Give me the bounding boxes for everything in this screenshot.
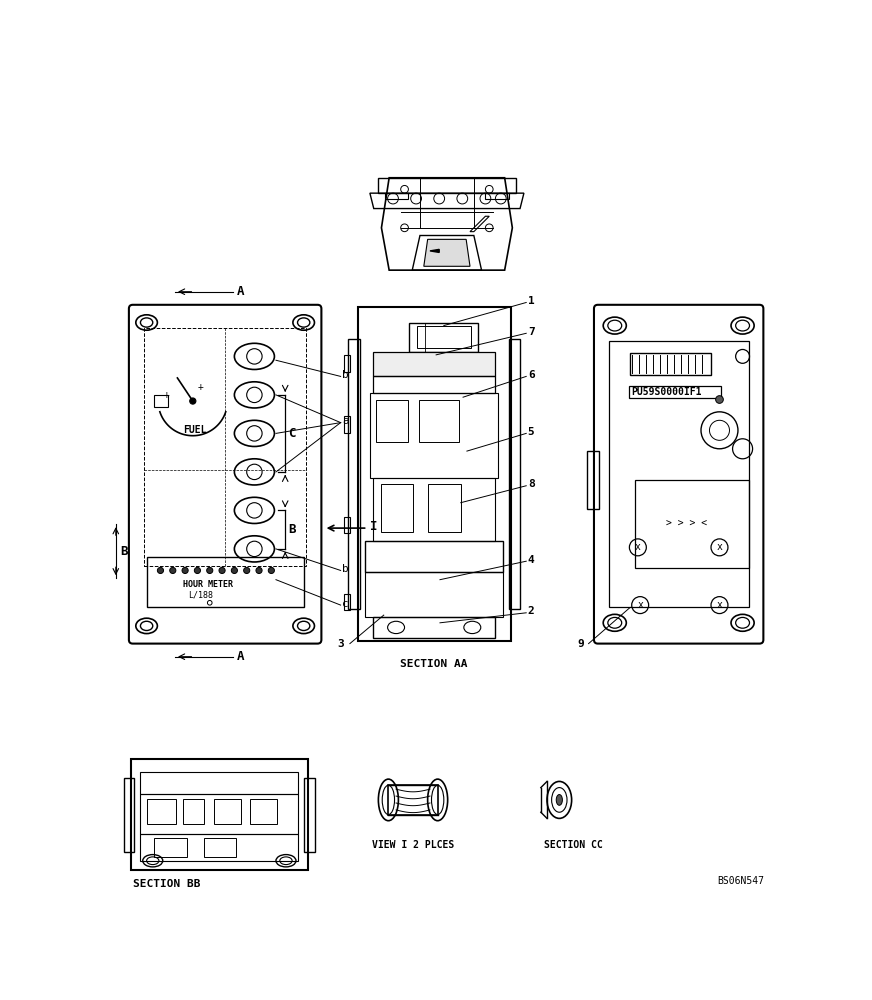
Bar xyxy=(373,478,495,541)
Bar xyxy=(385,193,408,199)
Text: B: B xyxy=(120,545,128,558)
Polygon shape xyxy=(430,249,439,252)
Text: VIEW I 2 PLCES: VIEW I 2 PLCES xyxy=(371,840,454,850)
Bar xyxy=(373,617,495,638)
Bar xyxy=(344,594,350,610)
Bar xyxy=(124,778,134,852)
Bar xyxy=(376,400,408,442)
Bar xyxy=(417,326,471,348)
Bar xyxy=(365,572,503,617)
Bar xyxy=(635,480,749,568)
Bar xyxy=(381,484,413,532)
Bar xyxy=(304,778,316,852)
Ellipse shape xyxy=(556,795,562,805)
Bar xyxy=(409,323,479,352)
Text: A: A xyxy=(236,285,244,298)
Bar xyxy=(373,352,495,376)
Bar xyxy=(486,193,508,199)
Bar xyxy=(214,799,241,824)
Text: FUEL: FUEL xyxy=(184,425,207,435)
Bar xyxy=(378,178,516,193)
Circle shape xyxy=(207,567,213,574)
Text: b: b xyxy=(342,370,349,380)
Circle shape xyxy=(182,567,188,574)
Text: x: x xyxy=(637,600,644,610)
Bar xyxy=(370,393,499,478)
Polygon shape xyxy=(424,239,470,266)
Text: 7: 7 xyxy=(528,327,535,337)
Text: 3: 3 xyxy=(337,639,344,649)
Circle shape xyxy=(190,398,196,404)
Bar xyxy=(140,834,298,861)
Bar xyxy=(154,395,168,407)
Bar xyxy=(630,353,711,375)
Text: BS06N547: BS06N547 xyxy=(717,876,764,886)
Bar xyxy=(388,785,438,815)
Bar xyxy=(428,484,460,532)
Text: b: b xyxy=(342,564,349,574)
Circle shape xyxy=(716,396,724,403)
Circle shape xyxy=(231,567,237,574)
Text: A: A xyxy=(236,650,244,663)
Text: HOUR METER: HOUR METER xyxy=(183,580,233,589)
Text: I: I xyxy=(370,520,378,533)
Bar xyxy=(183,799,204,824)
Circle shape xyxy=(170,567,176,574)
Text: 2: 2 xyxy=(528,606,535,616)
Bar xyxy=(140,772,298,794)
Bar xyxy=(144,328,306,566)
Text: 1: 1 xyxy=(528,296,535,306)
Text: 4: 4 xyxy=(528,555,535,565)
Text: x: x xyxy=(635,542,641,552)
Bar xyxy=(373,376,495,393)
Text: +: + xyxy=(197,382,203,392)
Text: C: C xyxy=(289,427,296,440)
Text: a: a xyxy=(342,416,349,426)
Bar xyxy=(609,341,749,607)
Text: L/188: L/188 xyxy=(188,591,213,600)
Bar xyxy=(154,838,187,857)
Bar xyxy=(509,339,520,609)
Bar xyxy=(365,541,503,572)
Text: c: c xyxy=(342,599,349,609)
Circle shape xyxy=(157,567,164,574)
Bar xyxy=(146,799,176,824)
Text: SECTION AA: SECTION AA xyxy=(400,659,467,669)
Text: B: B xyxy=(289,523,296,536)
Bar xyxy=(587,451,598,509)
Text: +: + xyxy=(164,390,169,400)
Text: x: x xyxy=(717,542,722,552)
Text: 9: 9 xyxy=(578,639,584,649)
Bar xyxy=(629,386,721,398)
Bar xyxy=(140,794,298,834)
Text: 8: 8 xyxy=(528,479,535,489)
Bar xyxy=(419,400,460,442)
Bar xyxy=(249,799,276,824)
Bar xyxy=(344,416,350,433)
Circle shape xyxy=(243,567,249,574)
Text: x: x xyxy=(717,600,722,610)
Circle shape xyxy=(256,567,262,574)
Bar xyxy=(344,517,350,533)
Text: > > > <: > > > < xyxy=(665,518,706,528)
Text: SECTION CC: SECTION CC xyxy=(544,840,603,850)
Bar xyxy=(348,339,360,609)
Bar xyxy=(203,838,236,857)
Text: 6: 6 xyxy=(528,370,535,380)
Text: PU59S0000IF1: PU59S0000IF1 xyxy=(631,387,701,397)
Text: 5: 5 xyxy=(528,427,535,437)
Circle shape xyxy=(194,567,201,574)
Circle shape xyxy=(219,567,225,574)
Circle shape xyxy=(269,567,275,574)
Bar xyxy=(344,355,350,372)
Text: SECTION BB: SECTION BB xyxy=(133,879,201,889)
Bar xyxy=(146,557,303,607)
